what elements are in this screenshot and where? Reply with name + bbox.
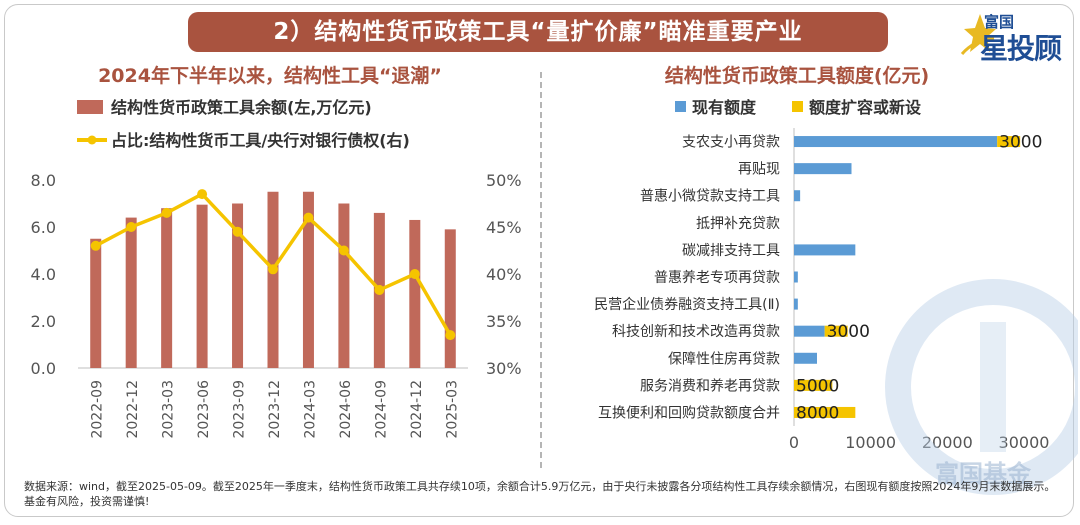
balance-bar [267, 191, 279, 368]
category-label: 普惠养老专项再贷款 [654, 270, 780, 286]
left-chart: 2024年下半年以来，结构性工具“退潮” 结构性货币政策工具余额(左,万亿元) … [31, 64, 522, 439]
balance-bar [409, 219, 421, 368]
quota-data-label: 5000 [796, 376, 839, 396]
right-x-tick: 10000 [845, 433, 896, 452]
legend-new-label: 额度扩容或新设 [809, 98, 922, 117]
balance-bar [232, 203, 244, 368]
category-label: 服务消费和养老再贷款 [640, 378, 780, 394]
watermark-bar [980, 322, 1006, 452]
category-label: 科技创新和技术改造再贷款 [612, 324, 780, 340]
panel-divider [540, 72, 542, 468]
category-label: 碳减排支持工具 [682, 243, 780, 259]
left-x-tick: 2025-03 [444, 380, 460, 439]
legend-new-swatch [792, 101, 803, 112]
left-y-tick: 8.0 [31, 171, 56, 190]
current-quota-bar [794, 136, 998, 148]
left-x-tick: 2023-09 [232, 380, 248, 439]
balance-bar [338, 203, 350, 368]
left-x-tick: 2023-03 [161, 380, 177, 439]
category-label: 民营企业债券融资支持工具(Ⅱ) [594, 296, 780, 313]
category-label: 支农支小再贷款 [682, 135, 780, 151]
right-x-tick: 20000 [922, 433, 973, 452]
ratio-point [374, 284, 385, 295]
current-quota-bar [794, 325, 825, 337]
new-quota-bar [794, 379, 833, 391]
left-x-tick: 2024-09 [373, 380, 389, 439]
ratio-point [445, 330, 456, 341]
balance-bar [302, 191, 314, 368]
watermark-logo: 富国基金 [885, 279, 1078, 495]
ratio-point [268, 264, 278, 275]
category-label: 抵押补充贷款 [696, 216, 780, 232]
quota-data-label: 3000 [827, 322, 870, 342]
footnote: 数据来源：wind，截至2025-05-09。截至2025年一季度末，结构性货币… [24, 480, 1056, 508]
right-y-tick: 35% [486, 312, 522, 331]
legend-current-swatch [675, 101, 686, 112]
right-y-tick: 30% [486, 359, 522, 378]
balance-bar [125, 217, 137, 368]
right-chart-title: 结构性货币政策工具额度(亿元) [665, 64, 929, 87]
category-label: 再贴现 [738, 162, 780, 178]
logo-text-top: 富国 [984, 13, 1015, 31]
category-label: 互换便利和回购贷款额度合并 [598, 404, 780, 421]
left-legend: 结构性货币政策工具余额(左,万亿元) 占比:结构性货币工具/央行对银行债权(右) [77, 98, 410, 150]
category-label: 普惠小微贷款支持工具 [640, 189, 780, 205]
left-x-tick: 2024-12 [409, 380, 425, 439]
ratio-point [90, 240, 101, 251]
current-quota-bar [794, 352, 817, 364]
current-quota-bar [794, 298, 798, 310]
ratio-point [338, 245, 349, 256]
legend-line-label: 占比:结构性货币工具/央行对银行债权(右) [111, 131, 410, 150]
legend-current-label: 现有额度 [692, 98, 757, 117]
balance-bar [196, 204, 208, 368]
new-quota-bar [997, 136, 1021, 148]
ratio-point [232, 226, 243, 237]
right-y-tick: 45% [486, 218, 522, 237]
current-quota-bar [794, 190, 801, 202]
new-quota-bar [824, 325, 848, 337]
legend-line-marker [87, 135, 97, 145]
category-label: 保障性住房再贷款 [668, 351, 780, 367]
ratio-point [409, 269, 420, 279]
left-chart-title: 2024年下半年以来，结构性工具“退潮” [98, 64, 442, 87]
balance-bar [161, 208, 173, 368]
left-x-tick: 2024-06 [338, 380, 354, 439]
left-y-tick: 6.0 [31, 218, 56, 237]
left-x-tick: 2022-12 [125, 380, 141, 439]
page-title: 2）结构性货币政策工具“量扩价廉”瞄准重要产业 [188, 12, 888, 52]
left-x-tick: 2024-03 [302, 380, 318, 439]
watermark-text: 富国基金 [935, 460, 1032, 488]
right-legend: 现有额度 额度扩容或新设 [675, 98, 922, 117]
left-x-tick: 2023-12 [267, 380, 283, 439]
right-x-tick: 30000 [999, 433, 1050, 452]
quota-data-label: 3000 [999, 133, 1042, 153]
balance-bar [444, 229, 456, 368]
brand-logo: 富国 星投顾 [958, 8, 1070, 65]
ratio-point [303, 212, 314, 223]
current-quota-bar [794, 244, 856, 256]
ratio-point [161, 207, 172, 218]
left-y-tick: 2.0 [31, 312, 56, 331]
panel-frame [4, 4, 1074, 517]
right-chart: 结构性货币政策工具额度(亿元) 现有额度 额度扩容或新设 0 10000 20000… [594, 64, 1050, 452]
logo-text-bottom: 星投顾 [980, 32, 1062, 65]
left-x-tick: 2022-09 [90, 380, 106, 439]
right-y-tick: 50% [486, 171, 522, 190]
new-quota-bar [794, 406, 856, 418]
legend-bar-label: 结构性货币政策工具余额(左,万亿元) [110, 98, 372, 117]
left-y-tick: 0.0 [31, 359, 56, 378]
left-y-tick: 4.0 [31, 265, 56, 284]
left-x-tick: 2023-06 [196, 380, 212, 439]
legend-bar-swatch [77, 100, 103, 114]
right-y-tick: 40% [486, 265, 522, 284]
balance-bar [90, 238, 102, 368]
current-quota-bar [794, 271, 798, 283]
star-icon [960, 14, 996, 56]
ratio-point [197, 189, 208, 200]
current-quota-bar [794, 163, 852, 175]
ratio-point [126, 222, 137, 232]
watermark-circle [885, 279, 1078, 495]
right-x-tick: 0 [789, 433, 799, 452]
quota-data-label: 8000 [796, 403, 839, 423]
